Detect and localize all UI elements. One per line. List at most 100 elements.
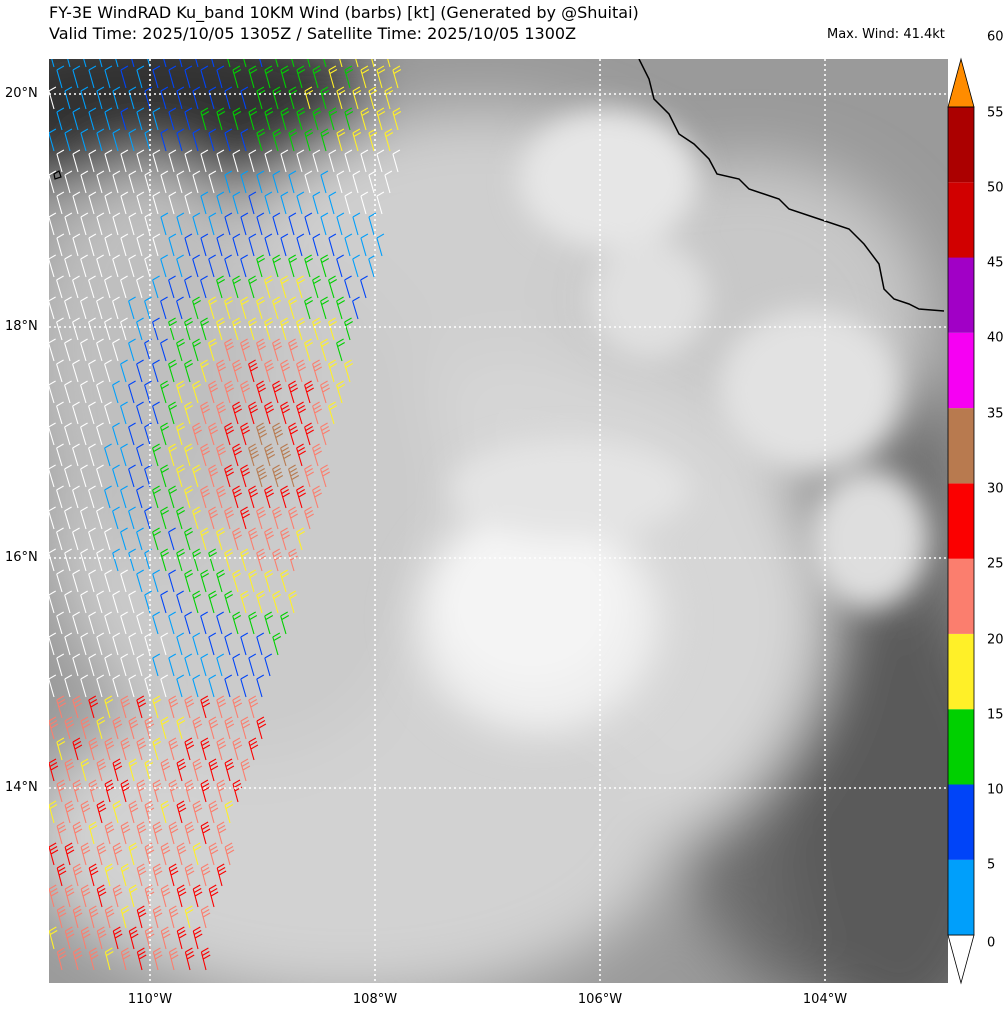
wind-barb xyxy=(344,191,353,215)
wind-barb xyxy=(160,212,169,236)
wind-barb xyxy=(88,275,96,299)
wind-barb xyxy=(208,380,218,404)
wind-barb xyxy=(216,443,226,467)
wind-barb xyxy=(200,611,208,635)
wind-barb xyxy=(120,527,128,551)
wind-barb xyxy=(272,338,282,362)
wind-barb xyxy=(160,758,171,782)
wind-barb xyxy=(264,149,273,173)
wind-barb xyxy=(248,65,258,89)
wind-barb xyxy=(72,821,83,845)
wind-barb xyxy=(248,485,258,509)
wind-barb xyxy=(128,842,138,866)
wind-barb xyxy=(288,338,298,362)
wind-barb xyxy=(216,653,225,677)
wind-barb xyxy=(160,674,169,698)
wind-barb xyxy=(96,128,105,152)
wind-barb xyxy=(160,548,169,572)
wind-barb xyxy=(208,800,219,824)
satellite-map[interactable] xyxy=(49,59,948,983)
colorbar-tick-label: 10 xyxy=(987,782,1004,798)
wind-barb xyxy=(168,821,179,845)
wind-barb xyxy=(136,65,145,89)
wind-barb xyxy=(80,506,88,530)
wind-barb xyxy=(256,212,265,236)
wind-barb xyxy=(176,674,185,698)
wind-barb xyxy=(184,191,193,215)
colorbar-tick-label: 0 xyxy=(987,935,996,951)
wind-barb xyxy=(248,527,258,551)
wind-barb xyxy=(56,149,65,173)
wind-barb xyxy=(160,632,169,656)
wind-barb xyxy=(160,506,169,530)
wind-barb xyxy=(320,170,329,194)
wind-barb xyxy=(184,569,193,593)
wind-barb xyxy=(144,380,152,404)
wind-barb xyxy=(248,401,258,425)
wind-barb xyxy=(136,863,147,887)
wind-barb xyxy=(168,149,177,173)
wind-barb xyxy=(272,464,284,488)
wind-barb xyxy=(120,65,129,89)
wind-barb xyxy=(352,128,362,152)
wind-barb xyxy=(360,191,369,215)
wind-barb xyxy=(208,128,217,152)
wind-barb xyxy=(72,737,83,761)
wind-barb xyxy=(184,905,194,929)
wind-barb xyxy=(248,149,257,173)
wind-barb xyxy=(232,65,242,89)
wind-barb xyxy=(232,401,242,425)
wind-barb xyxy=(176,170,185,194)
wind-barb xyxy=(192,506,201,530)
wind-barb xyxy=(49,254,56,278)
wind-barb xyxy=(64,338,72,362)
wind-barb xyxy=(144,842,155,866)
wind-barb xyxy=(80,212,89,236)
wind-barb xyxy=(176,590,184,614)
wind-barb xyxy=(272,590,281,614)
wind-barb xyxy=(64,464,72,488)
wind-barb xyxy=(80,716,91,740)
wind-barb xyxy=(336,212,345,236)
wind-barb xyxy=(224,716,235,740)
wind-barb xyxy=(224,212,233,236)
wind-barb xyxy=(320,254,329,278)
wind-barb xyxy=(288,128,298,152)
wind-barb xyxy=(80,296,88,320)
wind-barb xyxy=(88,737,99,761)
wind-barb xyxy=(304,380,314,404)
wind-barb xyxy=(264,65,274,89)
wind-barb xyxy=(128,422,136,446)
chart-subtitle: Valid Time: 2025/10/05 1305Z / Satellite… xyxy=(49,24,577,43)
wind-barb xyxy=(104,65,113,89)
wind-barb xyxy=(216,317,225,341)
wind-barb xyxy=(72,233,81,257)
wind-barb xyxy=(392,65,402,89)
colorbar-segment xyxy=(948,332,974,409)
wind-barb xyxy=(96,86,105,110)
wind-barb xyxy=(216,401,226,425)
wind-barb xyxy=(344,149,353,173)
wind-barb xyxy=(184,359,193,383)
wind-barb xyxy=(56,653,65,677)
wind-barb xyxy=(152,611,160,635)
wind-barb xyxy=(320,338,329,362)
wind-barbs xyxy=(49,59,402,971)
wind-barb xyxy=(112,926,123,950)
wind-barb xyxy=(232,359,242,383)
wind-barb xyxy=(208,338,217,362)
wind-barb xyxy=(120,695,131,719)
wind-barb xyxy=(296,65,306,89)
wind-barb xyxy=(56,905,67,929)
wind-barb xyxy=(56,485,64,509)
colorbar-frame xyxy=(947,106,975,936)
wind-barb xyxy=(216,485,226,509)
wind-barb xyxy=(168,611,176,635)
wind-barb xyxy=(264,485,274,509)
wind-barb xyxy=(152,149,161,173)
wind-barb xyxy=(176,632,185,656)
coastline-islet xyxy=(53,170,62,180)
wind-barb xyxy=(184,527,193,551)
wind-barb xyxy=(168,317,177,341)
wind-barb xyxy=(49,800,58,824)
